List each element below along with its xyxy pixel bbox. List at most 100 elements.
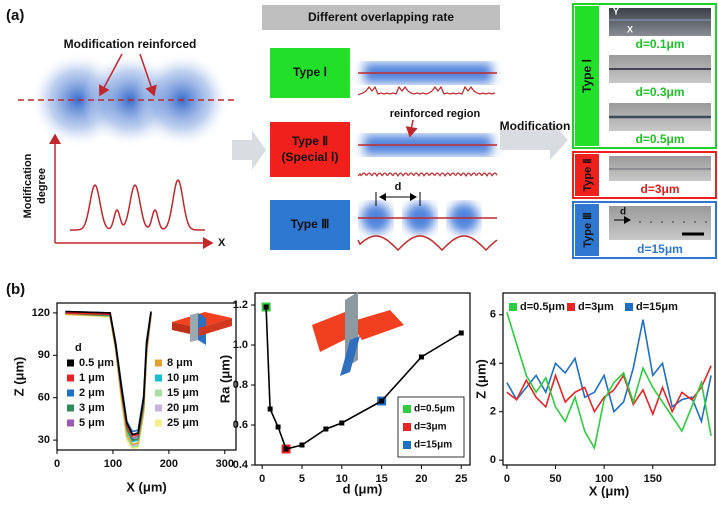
legend-label: 10 μm <box>167 372 199 384</box>
type-label: Type Ⅰ <box>293 65 327 79</box>
axis-mark: d <box>620 207 626 218</box>
x-tick-label: 100 <box>104 458 122 470</box>
type-box <box>270 48 350 98</box>
legend-swatch <box>67 404 74 412</box>
axis-label: Modification <box>22 153 34 218</box>
spot <box>650 221 652 223</box>
y-tick-label: 0.8 <box>233 379 248 391</box>
series-line <box>506 365 712 417</box>
annotation: Modification reinforced <box>64 37 197 51</box>
type-label: (Special Ⅰ) <box>282 150 339 164</box>
legend-label: 20 μm <box>167 402 199 414</box>
caption: d=15μm <box>637 242 683 256</box>
annotation: reinforced region <box>390 108 481 120</box>
big-arrow <box>500 120 568 160</box>
panel-a: (a) Modification reinforced Modification… <box>6 3 717 259</box>
caption: d=0.3μm <box>635 85 684 99</box>
legend-swatch <box>155 374 162 382</box>
legend-label: 25 μm <box>167 417 199 429</box>
y-tick-label: 0 <box>490 454 496 466</box>
x-tick-label: 5 <box>299 473 305 485</box>
legend-label: 3 μm <box>79 402 105 414</box>
x-tick-label: 0 <box>504 473 510 485</box>
header-box <box>262 5 500 30</box>
legend-swatch <box>155 419 162 427</box>
legend-swatch <box>567 303 575 311</box>
marker <box>323 426 329 432</box>
type-label: Type Ⅲ <box>582 212 594 248</box>
x-axis-label: X (μm) <box>589 483 629 498</box>
legend-swatch <box>403 441 411 449</box>
arrow <box>405 119 418 138</box>
legend-label: 15 μm <box>167 387 199 399</box>
micrograph-box <box>572 201 717 259</box>
panel-label: (a) <box>6 7 24 24</box>
marker <box>267 406 273 412</box>
y-tick-label: 1.2 <box>233 299 248 311</box>
y-axis-label: Ra (μm) <box>217 355 232 403</box>
annotation: d <box>395 181 402 193</box>
y-tick-label: 90 <box>38 349 50 361</box>
legend-label: 0.5 μm <box>79 357 114 369</box>
caption: d=3μm <box>640 182 679 196</box>
legend-swatch <box>403 405 411 413</box>
legend-label: 8 μm <box>167 357 193 369</box>
type-label: Type Ⅲ <box>291 217 330 231</box>
legend-label: d=0.5μm <box>414 404 455 415</box>
x-tick-label: 150 <box>644 473 662 485</box>
header: Different overlapping rate <box>308 10 454 24</box>
marker <box>263 304 269 310</box>
axis-label: X <box>218 237 226 249</box>
x-tick-label: 0 <box>54 458 60 470</box>
legend-label: d=3μm <box>578 301 614 313</box>
legend-swatch <box>625 303 633 311</box>
micrograph <box>609 8 711 36</box>
spot <box>683 221 685 223</box>
caption: d=0.5μm <box>635 132 684 146</box>
legend-label: d=3μm <box>414 422 447 433</box>
marker <box>299 442 305 448</box>
y-axis-label: Z (μm) <box>11 357 26 397</box>
type-strip <box>575 204 599 256</box>
legend-label: d=15μm <box>414 440 452 451</box>
marker <box>458 330 464 336</box>
legend-swatch <box>67 419 74 427</box>
annotation: Modification <box>500 119 571 133</box>
legend-label: d=15μm <box>636 301 678 313</box>
spot <box>705 221 707 223</box>
type-label: Type Ⅰ <box>580 59 594 93</box>
legend-swatch <box>155 389 162 397</box>
profile <box>357 235 498 252</box>
type-label: Type Ⅱ <box>292 134 328 148</box>
x-tick-label: 50 <box>549 473 561 485</box>
micrograph-box <box>572 3 717 149</box>
y-tick-label: 60 <box>38 392 50 404</box>
spot <box>694 221 696 223</box>
legend-swatch <box>155 404 162 412</box>
legend-label: d=0.5μm <box>520 301 565 313</box>
type-strip <box>575 154 599 196</box>
legend-swatch <box>67 374 74 382</box>
plot-frame <box>502 292 716 466</box>
y-tick-label: 1.0 <box>233 339 248 351</box>
big-arrow <box>232 130 266 170</box>
inset-block <box>312 292 404 376</box>
legend-swatch <box>403 423 411 431</box>
y-tick-label: 0.4 <box>233 459 249 471</box>
x-tick-label: 100 <box>595 473 613 485</box>
marker <box>379 398 385 404</box>
x-tick-label: 25 <box>455 473 467 485</box>
series-line <box>506 312 712 451</box>
y-axis-label: Z (μm) <box>473 359 488 399</box>
arrow <box>98 53 123 97</box>
spot <box>672 221 674 223</box>
type-box <box>270 122 350 177</box>
marker <box>339 420 345 426</box>
inset-block <box>172 312 232 345</box>
y-tick-label: 4 <box>490 357 497 369</box>
profile <box>357 172 498 178</box>
x-tick-label: 20 <box>415 473 427 485</box>
x-tick-label: 0 <box>259 473 265 485</box>
x-tick-label: 300 <box>216 458 234 470</box>
